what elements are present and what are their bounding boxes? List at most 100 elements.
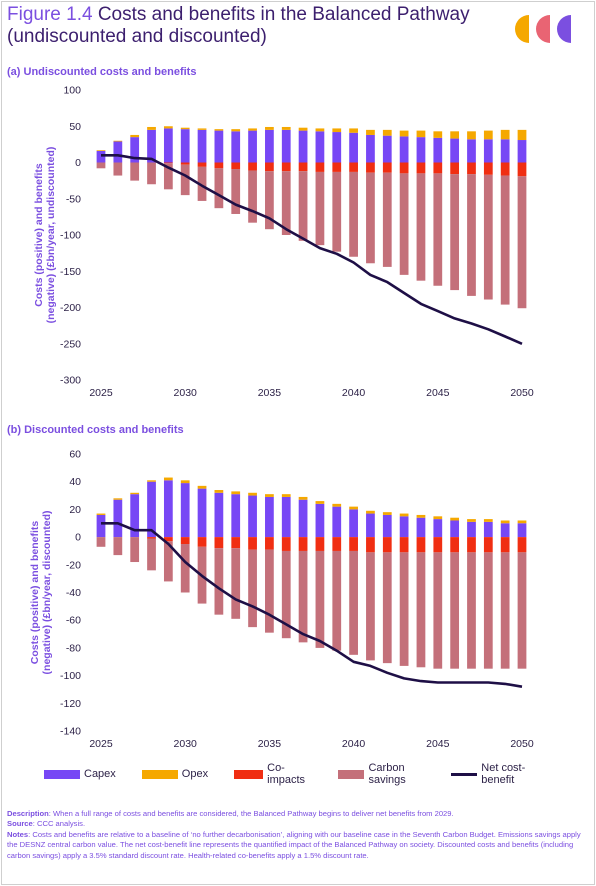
legend-line-net <box>450 772 478 776</box>
bar-co-impacts <box>349 537 358 551</box>
chart-discounted: 60 40 20 0 -20 -40 -60 -80 -100 -120 -140 2025 2030 2… <box>29 449 534 751</box>
bar-opex <box>130 492 140 495</box>
figure-title-line2: (undiscounted and discounted) <box>7 26 267 47</box>
y-tick-label: 40 <box>69 476 81 488</box>
bar-carbon-savings <box>113 162 123 176</box>
bar-opex <box>163 126 173 129</box>
bar-opex <box>197 485 207 489</box>
bar-co-impacts <box>349 162 358 172</box>
bar-co-impacts <box>214 162 224 169</box>
bar-opex <box>231 491 241 495</box>
bar-carbon-savings <box>315 171 325 246</box>
bar-carbon-savings <box>315 550 325 648</box>
bar-co-impacts <box>265 162 274 172</box>
y-tick-label: -20 <box>66 559 81 571</box>
bar-opex <box>315 128 325 132</box>
bar-carbon-savings <box>248 170 257 223</box>
bar-co-impacts <box>332 162 342 172</box>
bar-carbon-savings <box>248 549 257 628</box>
y-tick-label: -300 <box>60 375 81 387</box>
y-tick-label: -40 <box>66 587 81 599</box>
y-axis-label: Costs (positive) and benefits(negative) … <box>33 147 57 324</box>
y-tick-label: -140 <box>60 726 81 738</box>
bar-capex <box>349 509 358 538</box>
bar-co-impacts <box>332 537 342 551</box>
y-tick-label: -60 <box>66 615 81 627</box>
bar-carbon-savings <box>180 164 190 196</box>
bar-capex <box>197 129 207 163</box>
bar-carbon-savings <box>483 174 493 300</box>
bar-capex <box>500 523 510 538</box>
bar-co-impacts <box>315 537 325 551</box>
chart-undiscounted: 100 50 0 -50 -100 -150 -200 -250 -300 2025 2030 203… <box>33 85 534 400</box>
legend-item-carbon-savings: Carbon savings <box>337 762 425 786</box>
x-tick-label: 2025 <box>89 387 113 399</box>
bar-opex <box>180 127 190 130</box>
bar-capex <box>483 139 493 163</box>
source-note: Source: CCC analysis. <box>7 819 86 829</box>
x-tick-label: 2035 <box>258 738 282 750</box>
bar-capex <box>382 514 392 538</box>
bar-carbon-savings <box>163 163 173 190</box>
legend-swatch-capex <box>44 769 80 779</box>
bar-co-impacts <box>433 162 443 174</box>
bar-carbon-savings <box>197 166 207 201</box>
legend-label-carbon-savings: Carbon savings <box>368 762 406 786</box>
y-tick-label: -200 <box>60 302 81 314</box>
net-cost-benefit-line <box>101 154 523 345</box>
bar-carbon-savings <box>332 171 342 252</box>
bar-carbon-savings <box>467 552 476 669</box>
logo-segment-1 <box>515 15 529 43</box>
bar-opex <box>332 128 342 133</box>
bar-co-impacts <box>180 162 190 165</box>
bar-co-impacts <box>214 537 224 549</box>
bar-carbon-savings <box>214 168 224 209</box>
bar-carbon-savings <box>130 162 140 181</box>
bar-carbon-savings <box>366 552 375 661</box>
bar-opex <box>382 129 392 136</box>
bar-opex <box>500 520 510 524</box>
x-tick-label: 2050 <box>510 738 534 750</box>
bar-co-impacts <box>382 162 392 173</box>
bar-opex <box>214 490 224 493</box>
bar-opex <box>483 519 493 522</box>
bar-capex <box>349 132 358 163</box>
bar-opex <box>130 134 140 138</box>
bar-opex <box>281 126 291 130</box>
bar-opex <box>113 140 123 142</box>
bar-carbon-savings <box>366 172 375 264</box>
bar-carbon-savings <box>163 541 173 582</box>
bar-opex <box>349 506 358 510</box>
bar-capex <box>399 516 409 538</box>
bar-opex <box>433 131 443 138</box>
bar-co-impacts <box>467 162 476 175</box>
bar-capex <box>298 499 308 538</box>
figure-notes: Description: When a full range of costs … <box>7 809 587 861</box>
bar-capex <box>130 137 140 163</box>
description-note: Description: When a full range of costs … <box>7 809 454 818</box>
bar-opex <box>298 496 308 500</box>
bar-opex <box>315 501 325 504</box>
bar-co-impacts <box>433 537 443 553</box>
y-tick-label: -50 <box>66 193 81 205</box>
bar-co-impacts <box>231 537 241 549</box>
bar-carbon-savings <box>500 175 510 305</box>
bar-capex <box>416 137 426 163</box>
bar-co-impacts <box>163 537 173 542</box>
x-tick-label: 2045 <box>426 387 450 399</box>
bar-opex <box>147 480 156 482</box>
bar-carbon-savings <box>130 537 140 563</box>
bar-opex <box>248 492 257 496</box>
bar-carbon-savings <box>416 173 426 281</box>
bar-capex <box>500 139 510 163</box>
bar-co-impacts <box>248 537 257 550</box>
bar-co-impacts <box>281 162 291 172</box>
bar-opex <box>416 130 426 138</box>
bar-co-impacts <box>366 537 375 553</box>
y-tick-label: 20 <box>69 504 81 516</box>
figure-title: Figure 1.4 Costs and benefits in the Bal… <box>7 4 477 48</box>
bar-carbon-savings <box>147 162 156 185</box>
bar-carbon-savings <box>281 171 291 235</box>
y-tick-label: 50 <box>69 121 81 133</box>
panel-a-title: (a) Undiscounted costs and benefits <box>7 66 197 78</box>
